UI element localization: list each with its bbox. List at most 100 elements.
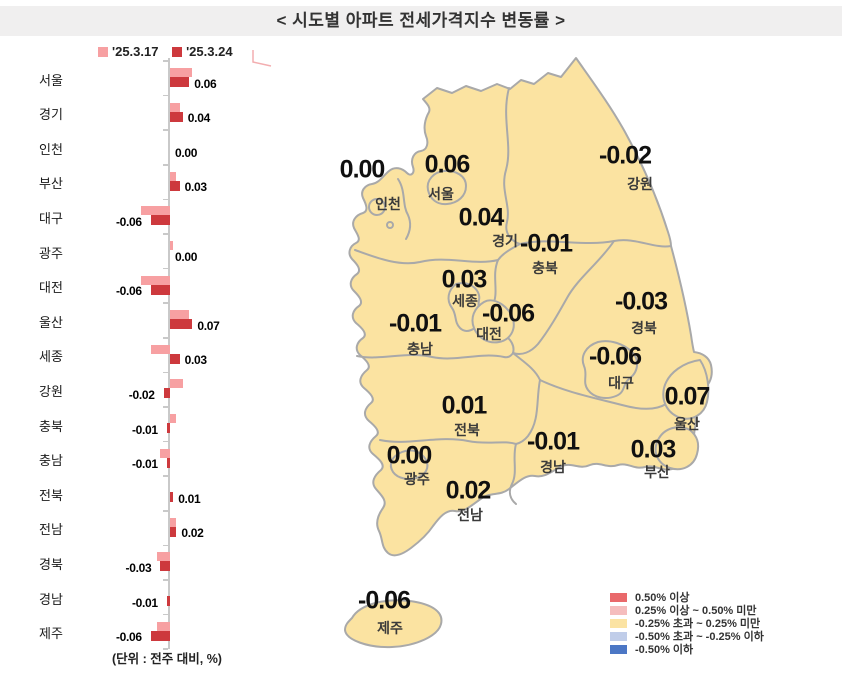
axis-tick [163,94,168,97]
bar-value-label: -0.06 [115,630,142,645]
bar-category-label: 부산 [39,176,63,192]
bar-curr-week [163,388,170,399]
bar-category-label: 충남 [39,453,63,469]
map-legend-swatch-icon [610,645,627,654]
border-chungbuk-gyeongbuk [512,240,615,355]
map-region-value: -0.06 [358,586,411,615]
map-region-name: 서울 [428,186,454,202]
bar-curr-week [166,423,170,433]
bar-curr-week [160,561,170,572]
bar-category-label: 경기 [39,107,63,123]
map-region-value: -0.02 [599,141,652,170]
map-region-name: 울산 [674,416,700,432]
axis-tick [163,164,168,166]
map-ulsan-blob [662,359,710,420]
axis-tick [163,406,168,408]
border-gyeonggi-gangwon [503,87,521,245]
bar-value-label: 0.06 [194,76,217,91]
axis-tick [163,60,168,62]
page-title: < 시도별 아파트 전세가격지수 변동률 > [276,11,566,30]
map-region-value: -0.01 [520,229,573,258]
map-gwangju-blob [389,449,429,481]
unit-note: (단위 : 전주 대비, %) [112,652,222,666]
bar-prev-week [141,275,170,285]
chart-legend: '25.3.17 '25.3.24 [98,44,243,59]
bar-category-label: 서울 [39,72,63,88]
bar-value-label: 0.03 [184,353,207,368]
map-region-name: 충북 [532,260,558,276]
map-region-value: 0.07 [664,382,711,411]
map-region-name: 인천 [375,196,401,212]
map-region-name: 세종 [452,293,478,309]
map-jeju-island [344,599,443,649]
map-legend-label: 0.50% 이상 [635,592,690,604]
map-region-name: 제주 [377,620,403,636]
border-gyeongbuk-west [512,352,541,381]
map-region-value: 0.03 [630,435,677,464]
bar-value-label: 0.04 [187,111,210,126]
map-region-name: 대전 [476,326,502,342]
bar-prev-week [170,414,177,423]
title-band: < 시도별 아파트 전세가격지수 변동률 > [0,6,842,36]
axis-tick [163,648,168,650]
legend-item-prev: '25.3.17 [98,44,158,59]
axis-tick [163,337,168,339]
legend-curr-label: '25.3.24 [186,44,233,59]
axis-tick [163,440,168,443]
border-gyeonggi-south [354,243,521,265]
bar-category-label: 경남 [39,591,63,607]
map-legend-row: 0.25% 이상 ~ 0.50% 미만 [610,605,764,618]
map-region-value: -0.01 [389,309,442,338]
bar-category-label: 대전 [39,280,63,296]
map-legend-label: 0.25% 이상 ~ 0.50% 미만 [635,605,757,617]
bar-value-label: -0.01 [131,595,158,610]
bar-curr-week [150,284,170,295]
map-region-value: 0.00 [386,441,433,470]
map-legend-row: 0.50% 이상 [610,592,764,605]
map-busan-blob [654,426,700,471]
axis-tick [163,371,168,374]
bar-value-label: -0.01 [131,457,158,472]
axis-tick [163,198,168,201]
bar-value-label: -0.02 [128,387,155,402]
map-region-value: 0.06 [424,150,471,179]
map-legend-label: -0.50% 이하 [635,644,694,656]
bar-curr-week [170,526,177,537]
bar-category-label: 광주 [39,245,63,261]
map-region-value: -0.06 [589,342,642,371]
border-jeonbuk-gyeongnam [515,379,541,445]
map-region-name: 경북 [631,320,657,336]
bar-prev-week [170,171,177,181]
curr-week-swatch-icon [172,47,183,57]
bar-category-label: 경북 [39,556,63,572]
axis-tick [163,544,168,547]
bar-curr-week [170,111,183,122]
map-legend-row: -0.50% 초과 ~ -0.25% 이하 [610,631,764,644]
axis-tick [163,129,168,131]
map-incheon-islet [386,221,394,229]
map-region-value: 0.03 [441,265,488,294]
map-seoul-blob [426,169,467,206]
bar-prev-week [160,448,170,458]
bar-prev-week [141,206,170,216]
bar-prev-week [170,68,193,77]
map-region-name: 충남 [407,341,433,357]
map-legend-label: -0.25% 초과 ~ 0.25% 미만 [635,618,761,630]
bar-prev-week [150,344,170,354]
map-legend-swatch-icon [610,593,627,602]
bar-curr-week [170,319,193,330]
bar-curr-week [170,180,180,191]
bar-curr-week [150,630,170,641]
map-region-value: -0.06 [482,299,535,328]
border-incheon-gyeonggi [397,178,412,240]
bar-category-label: 세종 [39,349,63,365]
bar-value-label: -0.01 [131,422,158,437]
prev-week-swatch-icon [98,47,108,57]
bar-curr-week [170,77,190,87]
map-region-name: 부산 [644,464,670,480]
map-region-name: 대구 [608,375,634,391]
map-legend-label: -0.50% 초과 ~ -0.25% 이하 [635,631,764,643]
map-region-value: -0.01 [527,427,580,456]
axis-tick [163,579,168,581]
